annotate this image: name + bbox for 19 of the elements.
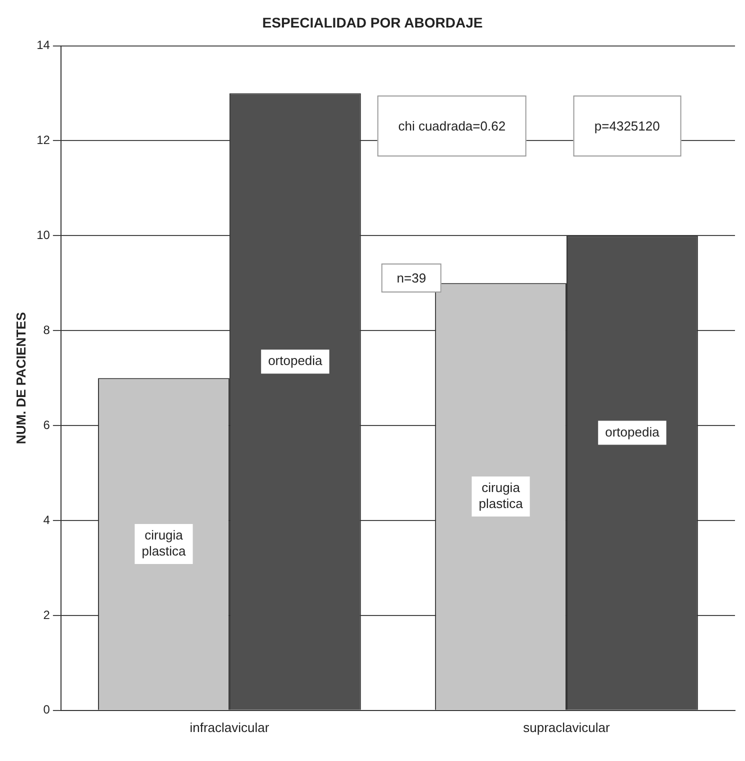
y-tick-label: 4 — [43, 512, 50, 527]
y-axis-title: NUM. DE PACIENTES — [13, 312, 28, 444]
x-tick-label: supraclavicular — [523, 720, 611, 735]
text-box: chi cuadrada=0.62 — [377, 95, 527, 156]
y-tick-label: 6 — [43, 418, 50, 432]
x-tick-label: infraclavicular — [190, 720, 270, 735]
text-box: n=39 — [382, 264, 442, 293]
y-tick-label: 0 — [43, 702, 50, 717]
series-label: cirugia plastica — [142, 528, 187, 559]
y-tick-label: 12 — [36, 133, 50, 148]
text: ortopedia — [268, 353, 322, 368]
text-box: p=4325120 — [573, 95, 681, 156]
y-tick-label: 10 — [36, 228, 50, 242]
text: cirugia plastica — [478, 480, 523, 512]
y-tick-label: 2 — [43, 608, 50, 622]
y-tick-label: 8 — [43, 322, 50, 337]
chart-title: ESPECIALIDAD POR ABORDAJE — [262, 14, 483, 30]
series-label: ortopedia — [605, 424, 660, 440]
y-tick-label: 14 — [36, 38, 50, 52]
